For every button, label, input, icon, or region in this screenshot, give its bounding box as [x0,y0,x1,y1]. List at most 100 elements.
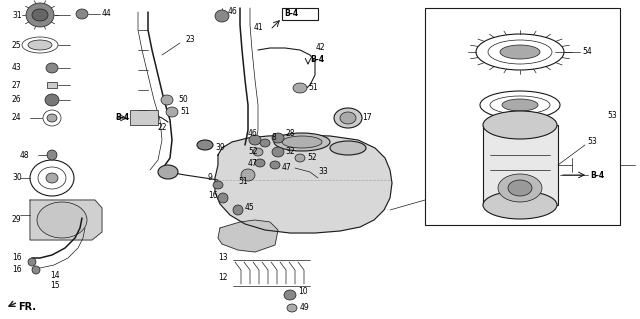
Text: 51: 51 [238,177,248,187]
Text: 32: 32 [285,147,294,157]
Ellipse shape [26,3,54,27]
Text: 46: 46 [228,8,237,17]
Ellipse shape [334,108,362,128]
Text: 52: 52 [307,153,317,162]
Ellipse shape [28,258,36,266]
Text: 53: 53 [607,110,617,120]
Text: 43: 43 [12,63,22,72]
Text: 23: 23 [185,35,195,44]
Text: 29: 29 [12,216,22,225]
Ellipse shape [483,191,557,219]
Polygon shape [30,200,102,240]
Text: 25: 25 [12,41,22,49]
Bar [47,82,57,88]
Ellipse shape [47,114,57,122]
Text: 45: 45 [245,203,255,211]
Ellipse shape [284,290,296,300]
Ellipse shape [249,135,261,145]
Text: 42: 42 [316,43,326,53]
Ellipse shape [502,99,538,111]
Ellipse shape [37,202,87,238]
Ellipse shape [32,9,48,21]
Ellipse shape [272,133,284,143]
Ellipse shape [282,136,322,148]
Ellipse shape [161,95,173,105]
Text: 41: 41 [254,24,264,33]
Ellipse shape [197,140,213,150]
Text: 47: 47 [282,164,292,173]
Text: B-4: B-4 [310,56,324,64]
Ellipse shape [218,193,228,203]
Ellipse shape [274,133,330,151]
Ellipse shape [32,266,40,274]
Ellipse shape [241,169,255,181]
Text: 30: 30 [12,174,22,182]
Text: 33: 33 [318,167,328,176]
Text: 52: 52 [248,147,258,157]
Text: 22: 22 [158,123,168,132]
Bar [483,125,558,205]
Bar [282,8,318,20]
Text: 51: 51 [308,84,317,93]
Ellipse shape [213,181,223,189]
Text: 10: 10 [298,287,308,296]
Text: 16: 16 [208,190,218,199]
Ellipse shape [483,111,557,139]
Text: 53: 53 [587,137,596,146]
Ellipse shape [330,141,366,155]
Ellipse shape [158,165,178,179]
Ellipse shape [500,45,540,59]
Text: 46: 46 [248,129,258,137]
Ellipse shape [498,174,542,202]
Ellipse shape [260,139,270,147]
Ellipse shape [253,148,263,156]
Ellipse shape [28,40,52,50]
Text: 8: 8 [272,133,276,143]
Text: 26: 26 [12,95,22,105]
Ellipse shape [215,10,229,22]
Ellipse shape [508,180,532,196]
Text: B-4: B-4 [284,10,298,19]
Text: 13: 13 [218,254,228,263]
Ellipse shape [47,150,57,160]
Ellipse shape [272,147,284,157]
Text: 51: 51 [180,108,189,116]
Bar [425,8,620,225]
Text: 12: 12 [218,273,227,283]
Text: 54: 54 [582,48,592,56]
Ellipse shape [340,112,356,124]
Ellipse shape [287,304,297,312]
Ellipse shape [293,83,307,93]
Text: B-4: B-4 [115,114,129,122]
Text: 50: 50 [178,95,188,105]
Ellipse shape [166,107,178,117]
Ellipse shape [46,63,58,73]
Text: 39: 39 [215,144,225,152]
Text: FR.: FR. [18,302,36,312]
Text: 24: 24 [12,114,22,122]
Ellipse shape [255,159,265,167]
Text: 16: 16 [12,265,22,275]
Text: 47: 47 [248,159,258,167]
Ellipse shape [233,205,243,215]
Ellipse shape [76,9,88,19]
Text: 44: 44 [102,10,112,19]
Text: 49: 49 [300,303,310,313]
Polygon shape [218,220,278,252]
Text: 15: 15 [50,280,60,290]
Text: 9: 9 [208,174,213,182]
Polygon shape [215,135,392,233]
Text: B-4: B-4 [590,170,604,180]
Text: 48: 48 [20,151,29,160]
Text: 16: 16 [12,254,22,263]
Ellipse shape [45,94,59,106]
Text: 17: 17 [362,114,372,122]
Ellipse shape [295,154,305,162]
Text: 28: 28 [285,129,294,137]
Ellipse shape [46,173,58,183]
Text: 27: 27 [12,80,22,90]
Bar [130,110,158,125]
Ellipse shape [270,161,280,169]
Text: 31: 31 [12,11,22,19]
Text: 14: 14 [50,271,60,280]
